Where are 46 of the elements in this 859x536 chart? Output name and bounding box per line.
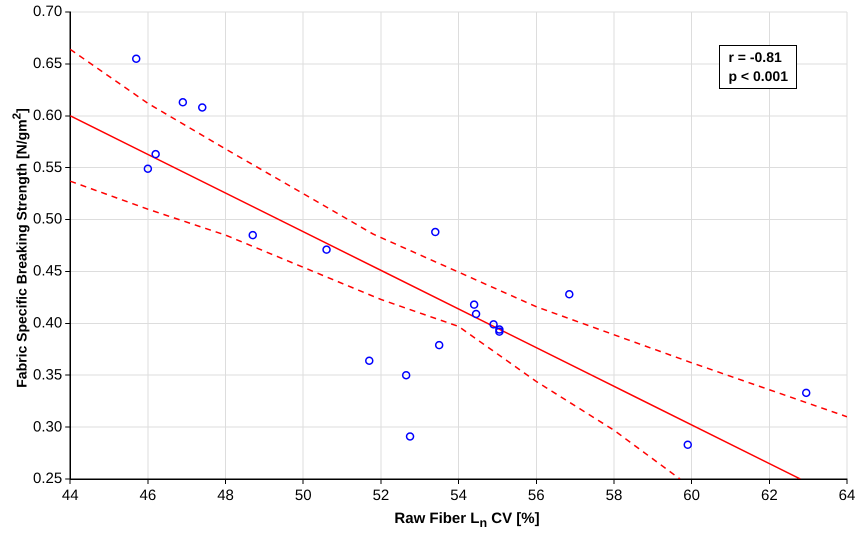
x-tick-label: 56 [528, 487, 545, 504]
x-tick-label: 46 [140, 487, 156, 504]
x-tick-label: 50 [294, 487, 312, 504]
y-tick-label: 0.30 [32, 418, 62, 436]
point [431, 228, 440, 236]
x-tick-label: 64 [838, 487, 856, 504]
y-tick-label: 0.60 [32, 106, 62, 124]
point [144, 164, 152, 173]
annotation: r = -0.81 [728, 48, 783, 67]
point [365, 356, 374, 365]
annotation: p < 0.001 [728, 67, 788, 86]
y-tick-label: 0.35 [32, 366, 62, 384]
point [178, 98, 188, 107]
point [406, 432, 414, 441]
point [151, 150, 160, 158]
x-tick-label: 44 [62, 487, 79, 504]
line-series [70, 180, 681, 479]
point [489, 320, 498, 329]
point [472, 310, 480, 318]
x-tick-label: 52 [372, 487, 390, 504]
point [434, 340, 444, 350]
point [132, 54, 140, 63]
y-tick-label: 0.40 [32, 314, 62, 332]
x-axis-title: Raw Fiber L$_{n}$ CV [%] [393, 510, 541, 530]
x-tick-label: 58 [606, 487, 622, 504]
line-series [70, 48, 847, 418]
point [495, 327, 504, 336]
y-tick-label: 0.55 [32, 158, 62, 176]
y-tick-label: 0.65 [32, 55, 62, 72]
point [322, 245, 331, 254]
x-tick-label: 48 [217, 487, 234, 504]
point [248, 230, 257, 240]
point [470, 300, 478, 309]
point [198, 103, 206, 112]
x-tick-label: 54 [450, 487, 467, 504]
y-tick-label: 0.25 [32, 470, 62, 488]
point [802, 388, 810, 398]
point [684, 440, 692, 450]
y-tick-label: 0.50 [32, 210, 62, 228]
y-tick-label: 0.45 [32, 262, 62, 280]
x-tick-label: 62 [760, 487, 778, 504]
point [495, 325, 504, 334]
point [402, 370, 410, 380]
x-tick-label: 60 [683, 487, 700, 504]
point [565, 290, 574, 299]
y-tick-label: 0.70 [32, 3, 62, 20]
